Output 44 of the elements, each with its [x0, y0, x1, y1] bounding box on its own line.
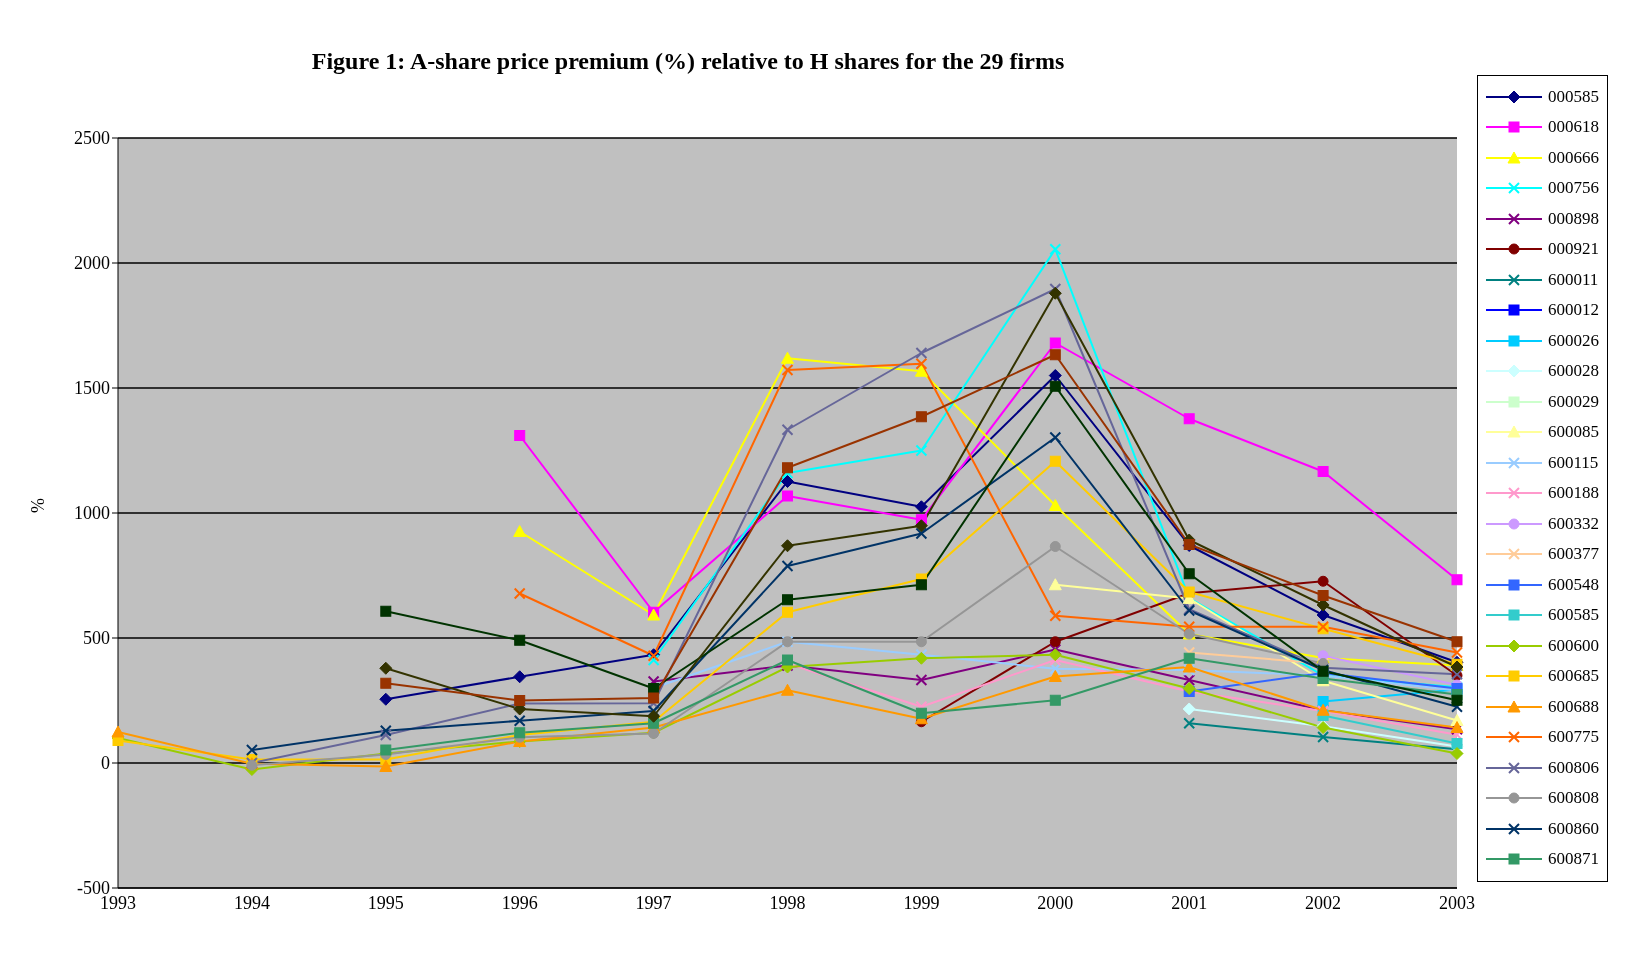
x-tick-label: 2000: [1037, 892, 1074, 913]
legend-label: 600871: [1548, 849, 1599, 870]
legend-label: 600332: [1548, 513, 1599, 534]
legend-label: 600028: [1548, 361, 1599, 382]
x-tick-label: 1999: [903, 892, 940, 913]
x-tick-label: 1996: [501, 892, 538, 913]
x-tick-label: 1994: [233, 892, 270, 913]
legend-label: 600808: [1548, 788, 1599, 809]
x-tick-label: 2003: [1439, 892, 1475, 913]
x-tick-label: 2001: [1171, 892, 1208, 913]
legend-label: 600029: [1548, 391, 1599, 412]
x-tick-label: 2002: [1305, 892, 1342, 913]
y-tick-label: 2500: [74, 128, 110, 149]
legend-label: 600806: [1548, 757, 1599, 778]
legend-label: 600585: [1548, 605, 1599, 626]
y-tick-label: 1000: [74, 503, 110, 524]
legend-label: 600685: [1548, 666, 1599, 687]
legend-label: 600775: [1548, 727, 1599, 748]
legend-label: 600377: [1548, 544, 1599, 565]
legend-label: 600188: [1548, 483, 1599, 504]
y-tick-label: 2000: [74, 253, 110, 274]
legend-label: 000921: [1548, 239, 1599, 260]
legend-label: 600548: [1548, 574, 1599, 595]
legend-label: 000618: [1548, 117, 1599, 138]
chart-title: Figure 1: A-share price premium (%) relative to H shares for the 29 firms: [310, 48, 1066, 75]
legend-label: 600115: [1548, 452, 1599, 473]
y-tick-label: 500: [83, 628, 110, 649]
legend-label: 600600: [1548, 635, 1599, 656]
legend-label: 600688: [1548, 696, 1599, 717]
legend-label: 600011: [1548, 269, 1599, 290]
legend-label: 000585: [1548, 86, 1599, 107]
legend-label: 600085: [1548, 422, 1599, 443]
x-tick-label: 1997: [635, 892, 672, 913]
y-tick-label: 0: [101, 753, 110, 774]
legend-label: 000756: [1548, 178, 1599, 199]
legend-label: 000898: [1548, 208, 1599, 229]
legend-label: 600860: [1548, 818, 1599, 839]
legend-label: 600026: [1548, 330, 1599, 351]
legend-label: 600012: [1548, 300, 1599, 321]
x-tick-label: 1995: [367, 892, 404, 913]
legend-label: 000666: [1548, 147, 1599, 168]
y-axis-title: %: [28, 498, 49, 513]
x-tick-label: 1998: [769, 892, 806, 913]
y-tick-label: 1500: [74, 378, 110, 399]
